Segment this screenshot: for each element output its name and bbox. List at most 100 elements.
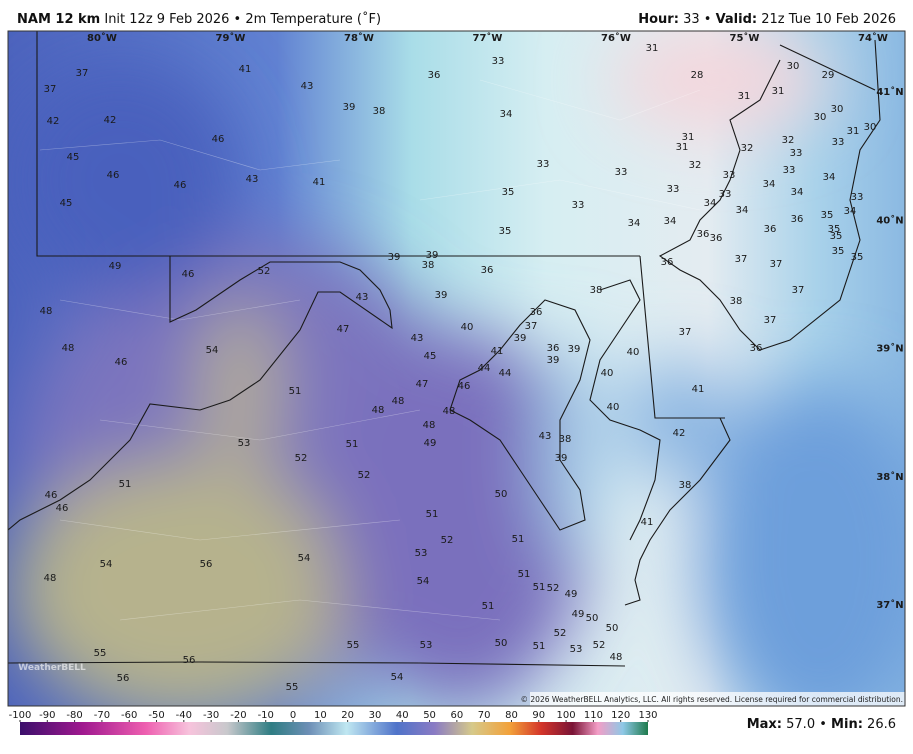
colorbar-tick-label: -100: [9, 710, 32, 721]
temperature-label: 53: [415, 548, 428, 559]
temperature-label: 49: [424, 438, 437, 449]
temperature-label: 34: [704, 198, 717, 209]
temperature-label: 46: [174, 180, 187, 191]
temperature-label: 51: [533, 582, 546, 593]
temperature-label: 36: [661, 257, 674, 268]
temperature-label: 43: [356, 292, 369, 303]
longitude-label: 79˚W: [216, 32, 246, 44]
temperature-label: 53: [238, 438, 251, 449]
temperature-label: 52: [554, 628, 567, 639]
counties: [39, 79, 701, 621]
longitude-label: 76˚W: [601, 32, 631, 44]
temperature-label: 51: [512, 534, 525, 545]
temperature-label: 43: [411, 333, 424, 344]
temperature-label: 37: [76, 68, 89, 79]
temperature-label: 32: [741, 143, 754, 154]
longitude-label: 74˚W: [858, 32, 888, 44]
colorbar-tick-label: -20: [230, 710, 246, 721]
temperature-label: 38: [422, 260, 435, 271]
temperature-label: 42: [104, 115, 117, 126]
temperature-label: 36: [547, 343, 560, 354]
temperature-label: 46: [107, 170, 120, 181]
temperature-label: 43: [246, 174, 259, 185]
temperature-label: 35: [499, 226, 512, 237]
copyright-bg: [530, 692, 905, 706]
colorbar-tick-label: 130: [638, 710, 657, 721]
temperature-label: 36: [697, 229, 710, 240]
temperature-label: 30: [831, 104, 844, 115]
temperature-label: 48: [392, 396, 405, 407]
temperature-label: 33: [719, 189, 732, 200]
colorbar-tick-label: 90: [532, 710, 545, 721]
temperature-label: 52: [258, 266, 271, 277]
temperature-label: 46: [182, 269, 195, 280]
colorbar-tick-label: 20: [341, 710, 354, 721]
latitude-label: 41˚N: [876, 86, 903, 98]
longitude-label: 78˚W: [344, 32, 374, 44]
temperature-label: 53: [420, 640, 433, 651]
temperature-label: 52: [547, 583, 560, 594]
temperature-label: 37: [764, 315, 777, 326]
temperature-label: 37: [770, 259, 783, 270]
colorbar-tick-label: 120: [611, 710, 630, 721]
longitude-label: 80˚W: [87, 32, 117, 44]
temperature-label: 31: [676, 142, 689, 153]
max-label: Max:: [747, 717, 782, 732]
colorbar-tick-label: 0: [290, 710, 296, 721]
temperature-label: 45: [424, 351, 437, 362]
temperature-label: 32: [782, 135, 795, 146]
separator: •: [819, 717, 827, 732]
temperature-label: 42: [673, 428, 686, 439]
temperature-label: 33: [723, 170, 736, 181]
temperature-label: 46: [458, 381, 471, 392]
colorbar-tick-label: -40: [176, 710, 192, 721]
temperature-label: 51: [482, 601, 495, 612]
temperature-label: 35: [830, 231, 843, 242]
temperature-label: 51: [426, 509, 439, 520]
temperature-label: 43: [539, 431, 552, 442]
temperature-label: 31: [646, 43, 659, 54]
temperature-label: 34: [664, 216, 677, 227]
logo: WeatherBELL: [18, 663, 86, 673]
colorbar-tick-label: 110: [584, 710, 603, 721]
temperature-label: 37: [792, 285, 805, 296]
temperature-label: 44: [499, 368, 512, 379]
colorbar-tick-label: -10: [258, 710, 274, 721]
temperature-label: 56: [200, 559, 213, 570]
min-label: Min:: [831, 717, 863, 732]
temperature-label: 44: [478, 363, 491, 374]
temperature-label: 37: [525, 321, 538, 332]
colorbar-tick-label: 100: [557, 710, 576, 721]
temperature-label: 33: [851, 192, 864, 203]
temperature-label: 35: [502, 187, 515, 198]
temperature-label: 34: [763, 179, 776, 190]
temperature-label: 46: [115, 357, 128, 368]
temperature-label: 48: [40, 306, 53, 317]
temperature-label: 55: [286, 682, 299, 693]
temperature-label: 46: [212, 134, 225, 145]
temperature-label: 38: [590, 285, 603, 296]
colorbar-ramp: [20, 722, 648, 735]
temperature-label: 39: [568, 344, 581, 355]
temperature-label: 31: [847, 126, 860, 137]
temperature-label: 56: [183, 655, 196, 666]
temperature-label: 31: [772, 86, 785, 97]
header-right: Hour: 33 • Valid: 21z Tue 10 Feb 2026: [638, 12, 896, 27]
temperature-label: 38: [559, 434, 572, 445]
temperature-label: 46: [56, 503, 69, 514]
temperature-label: 49: [572, 609, 585, 620]
temperature-label: 39: [426, 250, 439, 261]
latitude-label: 37˚N: [876, 599, 903, 611]
temperature-label: 48: [44, 573, 57, 584]
temperature-label: 37: [679, 327, 692, 338]
temperature-label: 34: [500, 109, 513, 120]
latitude-label: 38˚N: [876, 471, 903, 483]
temperature-label: 54: [391, 672, 404, 683]
temperature-label: 51: [119, 479, 132, 490]
temperature-label: 33: [572, 200, 585, 211]
temperature-label: 35: [828, 224, 841, 235]
temperature-label: 51: [518, 569, 531, 580]
temperature-label: 28: [691, 70, 704, 81]
temperature-label: 36: [750, 343, 763, 354]
